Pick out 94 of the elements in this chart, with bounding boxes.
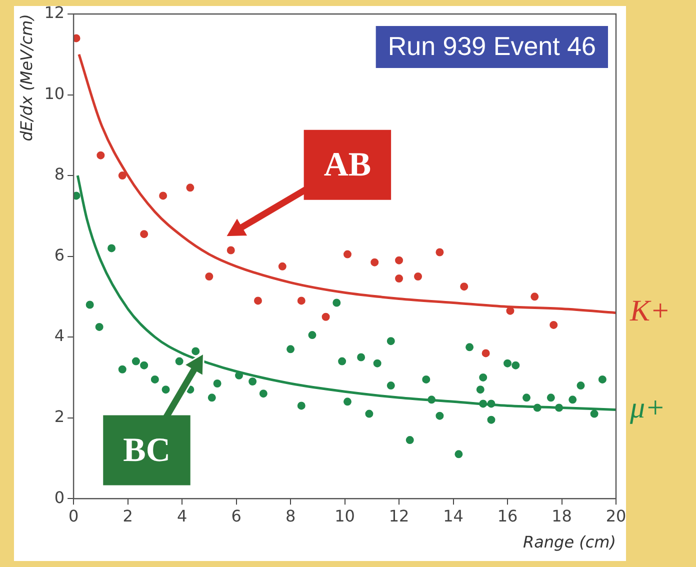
point <box>343 250 352 258</box>
point <box>132 357 140 366</box>
point <box>454 450 463 458</box>
point <box>278 262 286 270</box>
point <box>395 256 404 264</box>
point <box>286 345 295 354</box>
point <box>86 300 94 309</box>
point <box>150 375 159 384</box>
point <box>406 436 414 444</box>
point <box>248 377 257 386</box>
x-tick-label: 20 <box>606 506 626 526</box>
point <box>108 244 116 252</box>
x-tick-label: 10 <box>334 506 355 526</box>
point <box>373 359 382 368</box>
point <box>192 347 200 356</box>
x-tick-label: 12 <box>388 506 410 526</box>
point <box>140 230 148 238</box>
x-tick-label: 18 <box>552 506 572 526</box>
point <box>208 394 216 402</box>
x-axis-title: Range (cm) <box>522 532 616 552</box>
annotation: Run 939 Event 46 <box>388 31 596 62</box>
point <box>590 410 598 418</box>
point <box>254 296 262 305</box>
point <box>568 396 577 404</box>
y-tick-label: 12 <box>44 3 65 22</box>
x-tick-label: 8 <box>285 506 296 526</box>
y-tick-label: 6 <box>54 245 65 264</box>
point <box>550 320 558 329</box>
point <box>118 172 126 180</box>
point <box>74 34 80 42</box>
point <box>297 402 306 410</box>
point <box>175 357 184 366</box>
point <box>422 375 430 384</box>
x-tick-label: 0 <box>68 506 79 526</box>
point <box>512 361 520 370</box>
point <box>487 416 496 424</box>
point <box>428 396 436 404</box>
point <box>308 331 316 340</box>
point <box>522 394 530 402</box>
point <box>322 312 330 321</box>
point <box>466 343 474 352</box>
point <box>414 272 422 280</box>
x-tick-label: 14 <box>443 506 464 526</box>
point <box>213 380 222 388</box>
point <box>332 298 341 307</box>
point <box>343 398 352 406</box>
y-axis-title: dE/dx (MeV/cm) <box>16 14 36 142</box>
point <box>140 361 148 370</box>
y-tick-label: 0 <box>54 488 65 507</box>
point <box>365 410 374 418</box>
point <box>297 296 306 305</box>
point <box>118 365 126 374</box>
point <box>186 184 194 192</box>
point <box>504 359 512 368</box>
point <box>460 282 468 291</box>
point <box>205 272 214 280</box>
point <box>395 274 404 283</box>
point <box>482 349 490 358</box>
x-tick-label: 2 <box>122 506 133 526</box>
series-label: μ+ <box>629 392 666 425</box>
point <box>386 337 395 346</box>
point <box>555 404 564 412</box>
point <box>259 390 268 398</box>
point <box>436 248 444 256</box>
annotation: AB <box>324 146 372 184</box>
point <box>598 375 606 384</box>
series-label: K+ <box>629 294 670 328</box>
point <box>479 400 488 408</box>
y-tick-label: 10 <box>44 84 65 103</box>
point <box>546 394 555 402</box>
point <box>357 353 366 362</box>
x-tick-label: 16 <box>497 506 518 526</box>
point <box>533 404 542 412</box>
point <box>370 258 379 266</box>
point <box>226 246 235 254</box>
point <box>74 192 80 200</box>
point <box>479 373 488 382</box>
annotation: BC <box>123 432 170 469</box>
point <box>476 386 484 394</box>
y-tick-label: 4 <box>54 326 65 346</box>
point <box>576 382 585 390</box>
y-tick-label: 8 <box>54 164 65 184</box>
point <box>162 386 170 394</box>
point <box>338 357 346 366</box>
x-tick-label: 4 <box>176 506 188 526</box>
point <box>159 192 168 200</box>
x-tick-label: 6 <box>231 506 242 526</box>
point <box>95 322 104 331</box>
point <box>386 382 395 390</box>
point <box>487 400 496 408</box>
point <box>530 292 539 301</box>
y-tick-label: 2 <box>54 406 65 426</box>
point <box>436 412 444 420</box>
point <box>96 151 105 160</box>
